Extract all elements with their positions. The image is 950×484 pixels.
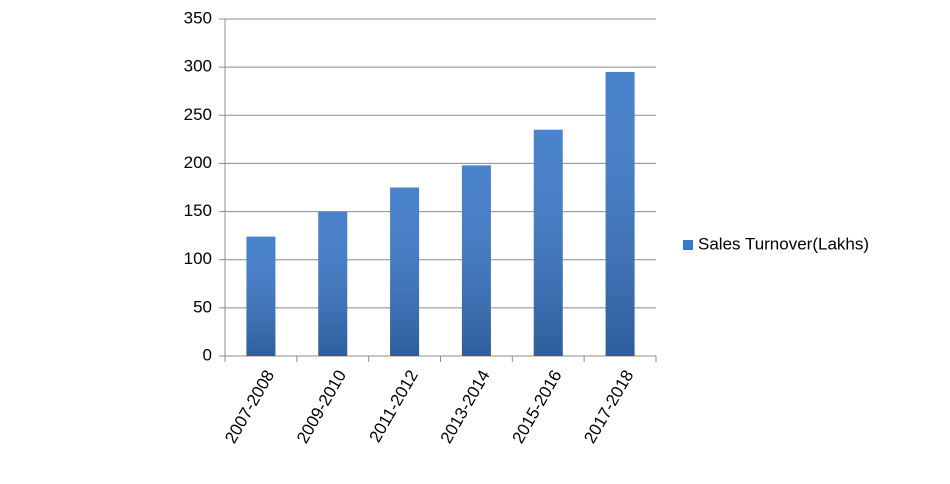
y-tick-label: 0 — [203, 345, 212, 364]
bar-shade — [246, 236, 276, 356]
y-tick-label: 300 — [184, 57, 212, 76]
y-tick-label: 50 — [193, 297, 212, 316]
x-tick-label: 2015-2016 — [508, 367, 565, 447]
y-tick-label: 150 — [184, 201, 212, 220]
y-tick-label: 350 — [184, 8, 212, 27]
legend-label: Sales Turnover(Lakhs) — [698, 234, 869, 253]
x-tick-label: 2009-2010 — [293, 367, 350, 447]
x-tick-label: 2013-2014 — [437, 367, 494, 447]
bar-shade — [390, 187, 420, 356]
y-tick-label: 100 — [184, 249, 212, 268]
bar-shade — [605, 71, 635, 356]
x-tick-label: 2011-2012 — [365, 367, 421, 446]
bar-shade — [318, 211, 348, 356]
x-tick-label: 2007-2008 — [221, 367, 278, 447]
x-tick-label: 2017-2018 — [580, 367, 637, 447]
legend-swatch — [683, 240, 693, 250]
y-tick-label: 200 — [184, 153, 212, 172]
bar-shade — [461, 165, 491, 356]
y-tick-label: 250 — [184, 105, 212, 124]
bar-shade — [533, 129, 563, 356]
